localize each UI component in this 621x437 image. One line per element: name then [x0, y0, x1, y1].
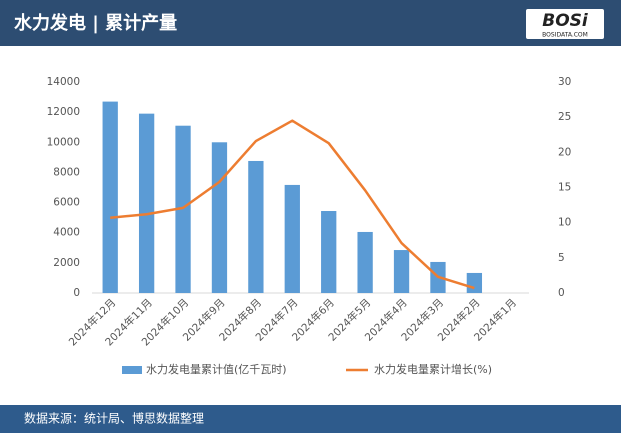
- y-tick-label: 2000: [53, 257, 80, 269]
- bar: [175, 125, 191, 293]
- logo: BOSi: [542, 11, 589, 31]
- bar: [466, 272, 483, 293]
- y-tick-label: 8000: [53, 166, 80, 178]
- legend-swatch: [122, 366, 142, 374]
- y-tick-label: 4000: [53, 227, 80, 239]
- bar: [211, 142, 228, 293]
- line: [110, 119, 475, 290]
- y-tick-label: 14000: [47, 76, 80, 88]
- header-band: [0, 0, 621, 46]
- bar: [321, 211, 337, 293]
- y-tick-label: 10000: [47, 136, 80, 148]
- y-tick-label: 12000: [47, 106, 80, 118]
- bar: [138, 113, 155, 294]
- source: 数据来源：统计局、博思数据整理: [24, 411, 204, 426]
- y2-tick-label: 20: [558, 146, 571, 158]
- legend-label: 水力发电量累计值(亿千瓦时): [146, 362, 287, 376]
- y2-tick-label: 15: [558, 182, 571, 194]
- y-tick-label: 6000: [53, 197, 80, 209]
- chart-title: 水力发电 | 累计产量: [14, 12, 177, 34]
- y2-tick-label: 30: [558, 76, 571, 88]
- logo-box: [526, 9, 604, 39]
- bar: [393, 250, 410, 293]
- bar: [357, 231, 373, 293]
- bar: [102, 101, 118, 293]
- y2-tick-label: 5: [558, 252, 565, 264]
- legend-label: 水力发电量累计增长(%): [374, 362, 492, 376]
- footer-band: [0, 405, 621, 433]
- y-tick-label: 0: [73, 287, 80, 299]
- bar: [248, 160, 264, 293]
- logo-sub: BOSIDATA.COM: [542, 32, 588, 39]
- y2-tick-label: 10: [558, 217, 571, 229]
- y2-tick-label: 0: [558, 287, 565, 299]
- bar: [284, 184, 300, 293]
- y2-tick-label: 25: [558, 111, 571, 123]
